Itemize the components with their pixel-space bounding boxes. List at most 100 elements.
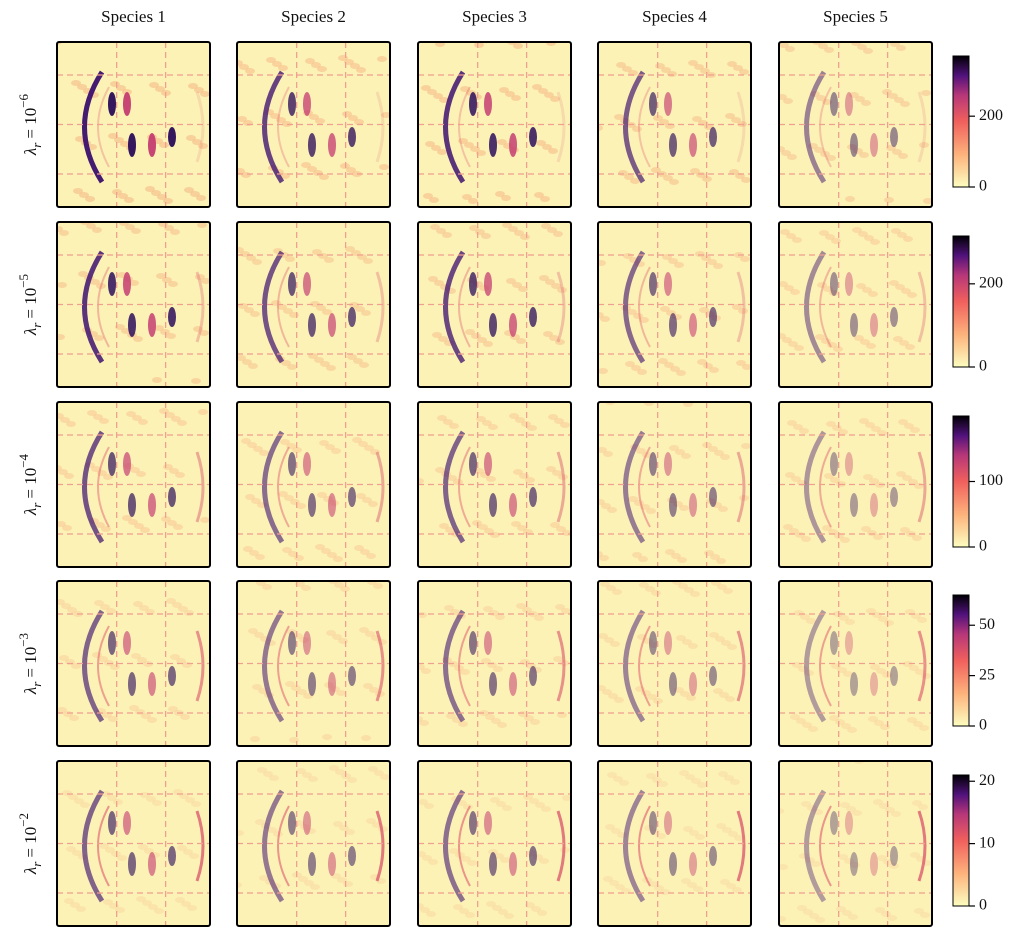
texture: [76, 906, 86, 912]
texture: [841, 723, 851, 729]
feature-arc: [819, 805, 832, 887]
texture: [531, 906, 541, 912]
panel-frame: [597, 41, 752, 208]
texture: [77, 84, 87, 90]
feature-blob: [328, 313, 336, 337]
texture: [779, 333, 786, 339]
texture: [291, 685, 301, 691]
texture: [856, 283, 866, 289]
texture: [100, 604, 110, 610]
texture: [486, 901, 496, 907]
texture: [871, 426, 881, 432]
texture: [653, 115, 663, 121]
texture: [555, 339, 565, 345]
colorbar-tick-label: 0: [979, 538, 987, 555]
texture: [847, 144, 857, 150]
texture: [552, 470, 562, 476]
texture: [716, 823, 726, 829]
feature-blob: [850, 133, 858, 157]
texture: [453, 479, 463, 485]
feature-arc: [458, 446, 471, 528]
panel-frame: [597, 580, 752, 747]
texture: [740, 256, 750, 262]
feature-arc: [556, 451, 566, 523]
colorbar-tick-label: 200: [979, 274, 1003, 291]
texture: [892, 149, 902, 155]
texture: [429, 197, 439, 203]
feature-blob: [709, 666, 717, 686]
feature-arc: [82, 789, 105, 903]
texture: [345, 829, 355, 835]
texture: [272, 61, 282, 67]
texture: [347, 354, 357, 360]
feature-blob: [489, 493, 497, 517]
feature-blob: [845, 452, 853, 476]
texture: [543, 331, 553, 337]
feature-blob: [484, 92, 492, 116]
texture: [788, 341, 798, 347]
texture: [603, 876, 613, 882]
feature-blob: [649, 452, 657, 476]
texture: [715, 636, 725, 642]
feature-blob: [850, 313, 858, 337]
texture: [366, 818, 376, 824]
feature-arc: [458, 805, 471, 887]
texture: [111, 851, 121, 857]
texture: [350, 63, 360, 69]
texture: [598, 260, 606, 266]
texture: [618, 170, 628, 176]
feature-blob: [529, 127, 537, 147]
texture: [719, 692, 729, 698]
texture: [548, 148, 558, 154]
texture: [170, 229, 180, 235]
texture: [304, 880, 314, 886]
texture: [739, 69, 749, 75]
texture: [912, 800, 922, 806]
texture: [239, 64, 249, 70]
feature-arc: [638, 625, 651, 707]
texture: [808, 143, 818, 149]
texture: [166, 598, 176, 604]
texture: [902, 475, 912, 481]
texture: [890, 42, 900, 47]
texture: [366, 553, 376, 559]
texture: [170, 654, 180, 660]
texture: [57, 413, 64, 419]
texture: [191, 378, 201, 384]
feature-arc: [917, 630, 927, 702]
texture: [613, 776, 623, 782]
texture: [877, 855, 887, 861]
texture: [251, 498, 261, 504]
feature-blob: [870, 313, 878, 337]
feature-blob: [123, 272, 131, 296]
texture: [901, 288, 911, 294]
texture: [832, 425, 842, 431]
feature-arc: [97, 266, 110, 348]
texture: [381, 112, 390, 118]
feature-blob: [870, 852, 878, 876]
texture: [374, 770, 384, 776]
feature-blob: [303, 272, 311, 296]
texture: [903, 661, 913, 667]
texture: [727, 644, 737, 650]
texture: [284, 495, 294, 501]
texture: [798, 666, 808, 672]
texture: [741, 177, 751, 183]
texture: [887, 915, 897, 921]
texture: [918, 804, 928, 810]
texture: [248, 363, 258, 369]
texture: [141, 713, 151, 719]
texture: [790, 289, 800, 295]
feature-arc: [262, 70, 285, 184]
texture: [741, 443, 751, 449]
texture: [688, 60, 698, 66]
feature-blob: [850, 493, 858, 517]
panel-frame: [597, 401, 752, 568]
heatmap-panel: [418, 581, 571, 746]
feature-blob: [348, 487, 356, 507]
feature-blob: [489, 672, 497, 696]
texture: [792, 237, 802, 243]
texture: [346, 167, 356, 173]
texture: [697, 782, 707, 788]
texture: [783, 524, 793, 530]
